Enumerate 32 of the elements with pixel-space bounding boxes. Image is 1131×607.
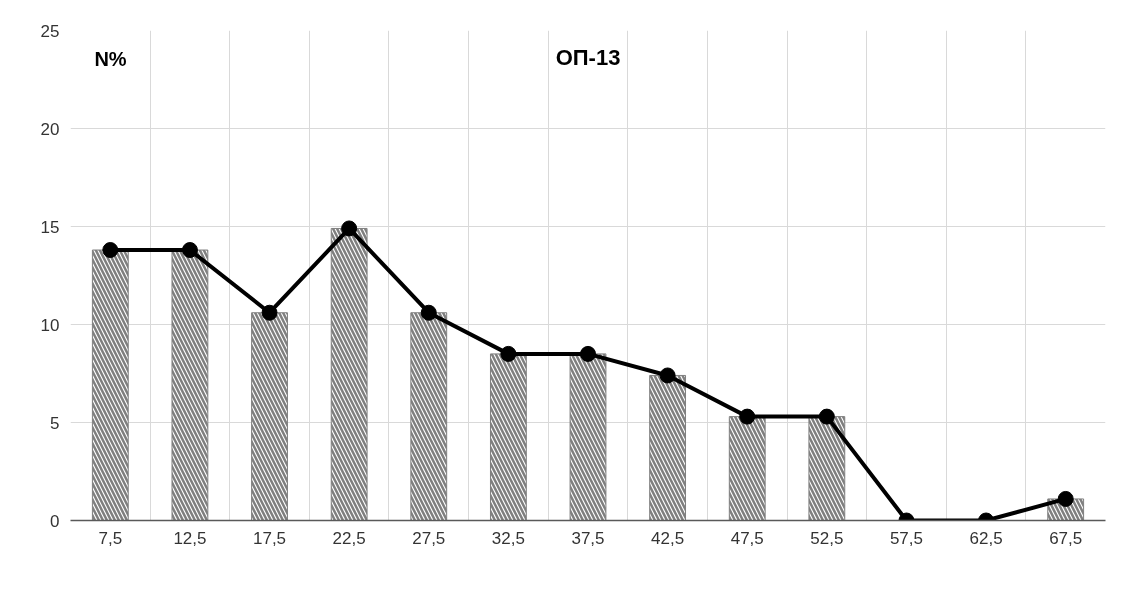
x-tick-label: 22,5 [332,528,366,548]
x-tick-label: 47,5 [730,528,764,548]
y-tick-label: 20 [40,119,60,139]
text: ОП-13 [555,44,621,70]
point [739,408,756,425]
y-tick-label: 0 [50,511,60,531]
x-tick-label: 27,5 [412,528,446,548]
point [341,220,358,237]
y-tick-label: 25 [40,21,60,41]
x-tick-label: 7,5 [98,528,123,548]
y-tick-label: 15 [40,217,60,237]
x-tick-label: 52,5 [810,528,844,548]
point [659,367,676,384]
point [818,408,835,425]
point [1057,490,1074,507]
point [181,242,198,259]
y-axis-title: N% [94,47,127,70]
point [580,345,596,362]
x-tick-label: 37,5 [571,528,605,548]
point [102,242,119,259]
x-tick-label: 62,5 [969,528,1003,548]
y-tick-label: 10 [40,315,60,335]
x-tick-label: 32,5 [491,528,525,548]
x-tick-label: 17,5 [252,528,287,548]
point [420,304,437,321]
point [500,345,517,362]
x-tick-label: 12,5 [173,528,207,548]
x-tick-label: 57,5 [889,528,924,548]
point [261,304,278,321]
x-tick-label: 67,5 [1049,528,1083,548]
y-tick-label: 5 [50,413,60,433]
x-tick-label: 42,5 [651,528,685,548]
